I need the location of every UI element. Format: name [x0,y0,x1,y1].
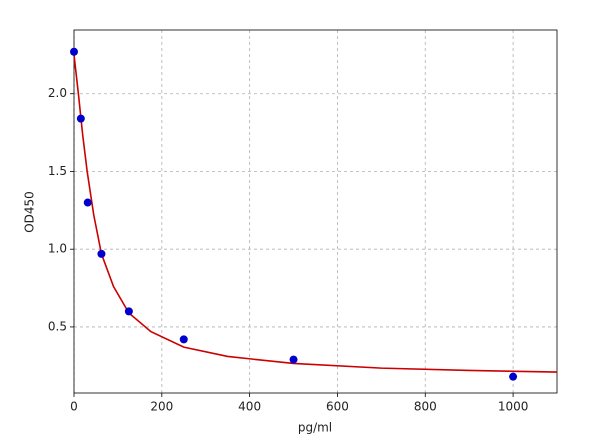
data-point [124,307,133,316]
data-point [289,355,298,364]
y-tick-label: 2.0 [48,86,67,100]
x-tick-label: 600 [326,400,349,414]
fit-curve [73,54,558,373]
data-point [97,249,106,258]
y-tick-label: 1.5 [48,164,67,178]
x-tick-label: 400 [238,400,261,414]
x-axis-label: pg/ml [298,421,332,435]
x-tick-label: 1000 [498,400,529,414]
plot-frame [73,29,558,394]
data-point [83,198,92,207]
x-tick-label: 200 [150,400,173,414]
data-point [70,47,78,56]
data-point [76,114,85,123]
y-tick-label: 0.5 [48,319,67,333]
data-point [509,372,518,381]
y-tick-label: 1.0 [48,242,67,256]
data-point [179,335,188,344]
y-axis-label: OD450 [23,191,37,233]
x-tick-label: 0 [70,400,78,414]
x-tick-label: 800 [414,400,437,414]
